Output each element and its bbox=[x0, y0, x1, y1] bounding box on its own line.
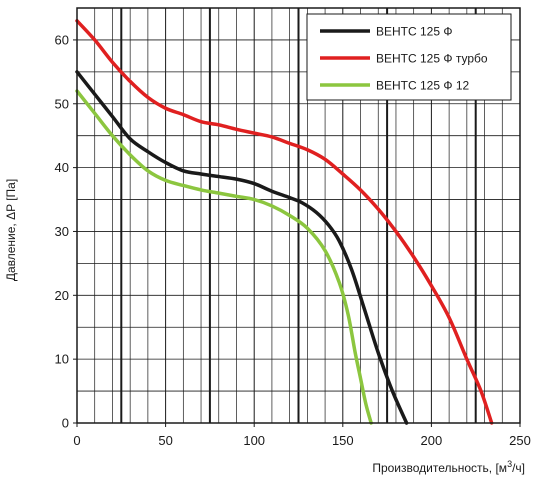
x-tick-label: 100 bbox=[243, 433, 265, 448]
y-tick-label: 60 bbox=[55, 32, 69, 47]
series-line-vents-125-f bbox=[75, 70, 409, 425]
y-axis-label: Давление, ΔP [Па] bbox=[4, 179, 18, 281]
y-tick-label: 30 bbox=[55, 224, 69, 239]
series-lines bbox=[75, 19, 494, 425]
y-tick-label: 40 bbox=[55, 160, 69, 175]
y-tick-label: 20 bbox=[55, 288, 69, 303]
grid bbox=[77, 8, 520, 423]
x-tick-label: 50 bbox=[158, 433, 172, 448]
x-axis-label: Производительность, [м3/ч] bbox=[372, 459, 525, 475]
x-tick-label: 0 bbox=[73, 433, 80, 448]
legend-item-vents-125-f-12: ВЕНТС 125 Ф 12 bbox=[376, 79, 469, 93]
x-tick-label: 150 bbox=[332, 433, 354, 448]
y-tick-label: 0 bbox=[62, 416, 69, 431]
legend-item-vents-125-f: ВЕНТС 125 Ф bbox=[376, 25, 452, 39]
series-line-vents-125-f-12 bbox=[75, 89, 373, 425]
series-line-vents-125-f-turbo bbox=[75, 19, 494, 425]
plot-frame bbox=[76, 7, 521, 424]
y-tick-label: 10 bbox=[55, 352, 69, 367]
y-tick-label: 50 bbox=[55, 96, 69, 111]
legend-item-vents-125-f-turbo: ВЕНТС 125 Ф турбо bbox=[376, 52, 488, 66]
axis-ticks: 0 50 100 150 200 250 0 10 20 30 40 50 60 bbox=[55, 32, 531, 448]
legend: ВЕНТС 125 Ф ВЕНТС 125 Ф турбо ВЕНТС 125 Ф … bbox=[306, 13, 512, 101]
x-tick-label: 200 bbox=[421, 433, 443, 448]
x-tick-label: 250 bbox=[509, 433, 531, 448]
